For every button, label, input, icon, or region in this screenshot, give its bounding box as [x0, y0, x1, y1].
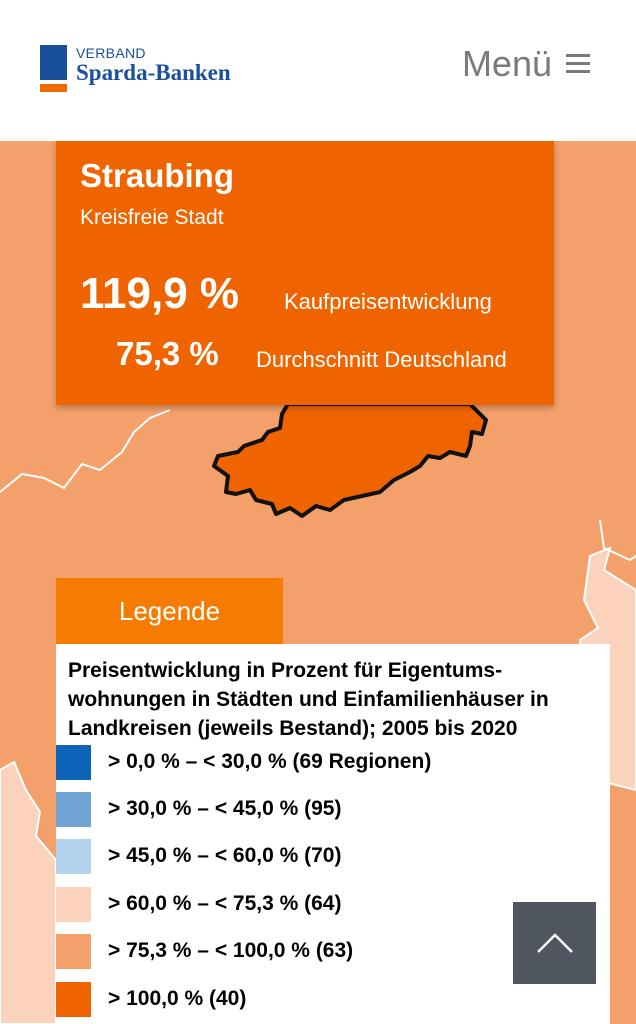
map-region-straubing: [212, 402, 488, 518]
scroll-to-top-button[interactable]: [513, 902, 596, 984]
legend-tab[interactable]: Legende: [56, 578, 283, 644]
legend-swatch: [56, 744, 91, 780]
legend-item-label: > 60,0 % – < 75,3 % (64): [108, 892, 342, 915]
legend-item-label: > 45,0 % – < 60,0 % (70): [108, 844, 342, 867]
logo-mark-blue: [40, 45, 67, 80]
legend-item: > 75,3 % – < 100,0 % (63): [56, 933, 353, 969]
legend-item-label: > 0,0 % – < 30,0 % (69 Regionen): [108, 750, 432, 773]
logo-verband-text: VERBAND: [76, 45, 146, 61]
chevron-up-icon: [536, 933, 573, 953]
hamburger-icon: [566, 54, 590, 74]
legend-swatch: [56, 838, 91, 874]
legend-item: > 45,0 % – < 60,0 % (70): [56, 838, 341, 874]
germany-average-label: Durchschnitt Deutschland: [256, 347, 507, 372]
legend-swatch: [56, 886, 91, 922]
legend-item: > 30,0 % – < 45,0 % (95): [56, 791, 341, 827]
price-development-value: 119,9 %: [80, 269, 240, 318]
site-header: VERBAND Sparda-Banken Menü: [0, 0, 636, 141]
legend-swatch: [56, 933, 91, 969]
germany-average-value: 75,3 %: [116, 335, 219, 372]
menu-button[interactable]: Menü: [461, 43, 590, 84]
legend-title: Preisentwicklung in Prozent für Eigentum…: [68, 659, 549, 740]
legend-panel: Preisentwicklung in Prozent für Eigentum…: [56, 644, 610, 1024]
region-type: Kreisfreie Stadt: [80, 206, 224, 229]
region-city-name: Straubing: [80, 157, 234, 194]
legend-item-label: > 100,0 % (40): [108, 987, 247, 1010]
legend-item: > 60,0 % – < 75,3 % (64): [56, 886, 341, 922]
legend-item: > 0,0 % – < 30,0 % (69 Regionen): [56, 744, 431, 780]
legend-swatch: [56, 981, 91, 1017]
legend-swatch: [56, 791, 91, 827]
logo-name-text: Sparda-Banken: [76, 60, 231, 85]
map-border-right: [599, 519, 636, 562]
price-development-label: Kaufpreisentwicklung: [284, 289, 492, 314]
menu-label: Menü: [461, 43, 552, 84]
logo-mark-orange: [40, 84, 67, 92]
region-info-card: Straubing Kreisfreie Stadt 119,9 % Kaufp…: [56, 141, 554, 405]
map-border-left: [0, 409, 171, 493]
map-region-light-bottom-left: [0, 760, 57, 1024]
legend-item-label: > 30,0 % – < 45,0 % (95): [108, 797, 342, 820]
legend-item-label: > 75,3 % – < 100,0 % (63): [108, 939, 354, 962]
legend-item: > 100,0 % (40): [56, 981, 246, 1017]
sparda-banken-logo[interactable]: VERBAND Sparda-Banken: [40, 45, 280, 95]
